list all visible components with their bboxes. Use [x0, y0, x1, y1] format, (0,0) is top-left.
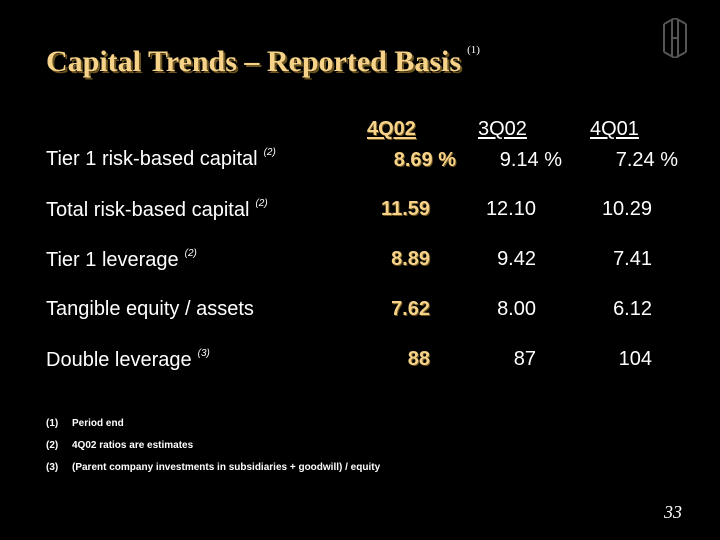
- page-number: 33: [664, 502, 682, 522]
- value-4q01-total-risk: 10.29: [601, 198, 652, 220]
- row-footnote-ref: (2): [255, 198, 268, 209]
- value-3q02-double-leverage: 87: [513, 348, 536, 370]
- row-label-tier1-leverage: Tier 1 leverage (2): [46, 248, 197, 272]
- row-label-tier1-risk: Tier 1 risk-based capital (2): [46, 147, 276, 171]
- row-footnote-ref: (2): [263, 147, 276, 158]
- footnote: (3) (Parent company investments in subsid…: [46, 462, 380, 484]
- row-label-text: Tier 1 leverage: [46, 249, 179, 271]
- row-label-text: Double leverage: [46, 349, 192, 371]
- value-4q02-double-leverage: 88: [407, 348, 430, 370]
- slide-title: Capital Trends – Reported Basis (1): [46, 44, 480, 79]
- row-footnote-ref: (3): [197, 348, 210, 359]
- value-4q01-tangible-equity: 6.12: [613, 298, 652, 320]
- value-4q02-tangible-equity: 7.62: [391, 298, 430, 320]
- value-3q02-tier1-risk: 9.14 %: [499, 149, 562, 171]
- value-4q02-total-risk: 11.59: [381, 198, 430, 220]
- column-header-4q02: 4Q02: [367, 118, 416, 140]
- footnote-number: (3): [46, 462, 59, 473]
- value-4q02-tier1-risk: 8.69 %: [393, 149, 456, 171]
- value-4q01-tier1-risk: 7.24 %: [615, 149, 678, 171]
- value-3q02-tangible-equity: 8.00: [497, 298, 536, 320]
- footnote: (2) 4Q02 ratios are estimates: [46, 440, 380, 462]
- value-4q01-double-leverage: 104: [618, 348, 652, 370]
- value-3q02-total-risk: 12.10: [485, 198, 536, 220]
- footnote-text: (Parent company investments in subsidiar…: [72, 462, 381, 473]
- company-logo-icon: [663, 18, 687, 58]
- row-label-text: Total risk-based capital: [46, 199, 250, 221]
- row-label-total-risk: Total risk-based capital (2): [46, 198, 268, 222]
- footnote-number: (2): [46, 440, 59, 451]
- footnote-text: 4Q02 ratios are estimates: [72, 440, 194, 451]
- footnotes: (1) Period end (2) 4Q02 ratios are estimat…: [46, 418, 380, 484]
- value-4q01-tier1-leverage: 7.41: [613, 248, 652, 270]
- footnote-number: (1): [46, 418, 59, 429]
- value-4q02-tier1-leverage: 8.89: [391, 248, 430, 270]
- column-header-3q02: 3Q02: [478, 118, 527, 140]
- slide-title-text: Capital Trends – Reported Basis: [46, 45, 462, 78]
- value-3q02-tier1-leverage: 9.42: [497, 248, 536, 270]
- row-label-tangible-equity: Tangible equity / assets: [46, 298, 254, 321]
- footnote-text: Period end: [72, 418, 124, 429]
- column-header-4q01: 4Q01: [590, 118, 639, 140]
- title-footnote-ref: (1): [467, 44, 480, 56]
- footnote: (1) Period end: [46, 418, 380, 440]
- row-label-double-leverage: Double leverage (3): [46, 348, 210, 372]
- row-label-text: Tangible equity / assets: [46, 298, 254, 320]
- row-label-text: Tier 1 risk-based capital: [46, 148, 258, 170]
- row-footnote-ref: (2): [184, 248, 197, 259]
